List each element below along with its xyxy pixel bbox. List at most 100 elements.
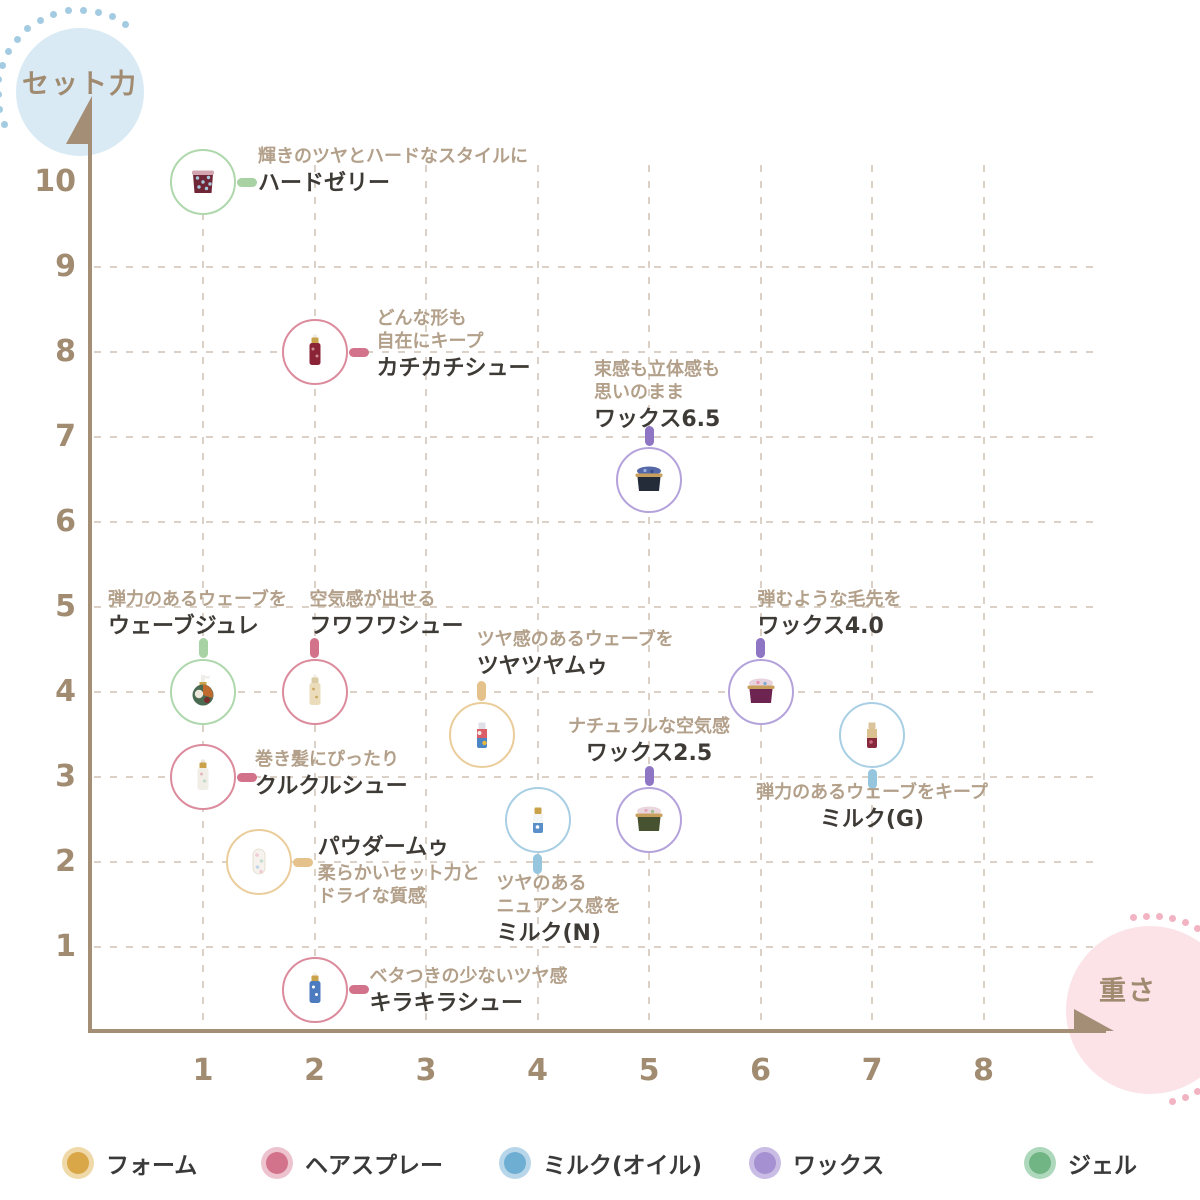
product-marker-circle[interactable] [225,829,292,895]
label-connector [756,638,765,658]
spray-icon [309,334,320,365]
label-connector [348,985,369,994]
product-description: 巻き髪にぴったり [255,749,399,770]
gridline-horizontal [94,691,1100,693]
x-axis-tick-label: 1 [192,1053,214,1088]
product-description: 自在にキープ [376,331,484,352]
y-axis-tick-label: 3 [55,759,76,794]
legend-marker-core [754,1152,776,1174]
deco-dot-blue [24,25,32,33]
product-description: ツヤのある [496,872,587,894]
product-name: ワックス6.5 [594,406,721,432]
deco-dot-blue [13,35,21,43]
product-description: 柔らかいセット力と [317,863,480,884]
deco-dot-blue [1,120,9,128]
product-marker-circle[interactable] [839,701,905,768]
product-description: どんな形も [376,308,467,329]
legend-item-label: ミルク(オイル) [543,1153,703,1179]
product-description: ドライな質感 [317,886,426,907]
y-axis-label: セット力 [22,68,138,100]
deco-dot-blue [36,16,44,24]
gridline-vertical [871,165,873,1029]
product-marker-circle[interactable] [281,956,348,1023]
product-description: 弾力のあるウェーブをキープ [756,781,988,803]
label-connector [533,853,542,874]
x-axis-label: 重さ [1099,975,1157,1007]
product-marker-circle[interactable] [616,786,682,853]
product-marker-circle[interactable] [281,319,348,385]
y-axis-tick-label: 9 [55,249,76,284]
legend-marker-core [504,1152,526,1174]
product-name: パウダームゥ [317,835,450,860]
label-connector [198,638,208,658]
deco-dot-pink [1181,919,1189,927]
gridline-vertical [425,165,427,1029]
product-marker-circle[interactable] [281,659,348,725]
deco-dot-pink [1169,1097,1177,1105]
product-label: ナチュラルな空気感 ワックス2.5 [568,715,730,768]
product-label: どんな形も 自在にキープ カチカチシュー [377,307,531,383]
legend-item-label: ヘアスプレー [305,1153,443,1179]
product-label: 束感も立体感も 思いのまま ワックス6.5 [594,358,720,434]
label-connector [644,425,654,446]
legend-marker-core [67,1152,89,1174]
x-axis-tick-label: 6 [750,1053,771,1088]
legend-marker [1024,1147,1056,1179]
product-name: ミルク(G) [819,806,925,832]
legend-item: フォーム [62,1147,197,1179]
product-marker-circle[interactable] [616,446,682,513]
x-axis-arrow-icon [1074,1009,1114,1031]
product-marker-circle[interactable] [170,744,236,810]
product-name: クルクルシュー [255,774,408,799]
deco-dot-pink [1156,913,1164,920]
x-axis-tick-label: 7 [861,1053,883,1088]
product-marker-circle[interactable] [170,149,236,215]
legend-item: ワックス [749,1147,884,1179]
product-label: ベタつきの少ないツヤ感 キラキラシュー [370,965,568,1018]
deco-dot-blue [122,20,130,28]
gridline-vertical [982,165,985,1029]
deco-dot-pink [1181,1093,1189,1101]
gridline-vertical [759,165,762,1029]
product-name: ハードゼリー [258,171,391,196]
product-description: 束感も立体感も [594,358,720,380]
legend-item: ジェル [1024,1147,1137,1179]
deco-dot-pink [1193,925,1200,933]
legend-item: ミルク(オイル) [499,1147,702,1179]
legend-item-label: フォーム [106,1153,198,1179]
gridline-horizontal [94,606,1100,608]
deco-dot-pink [1143,912,1151,920]
product-description: ナチュラルな空気感 [568,715,730,737]
deco-dot-pink [1193,1087,1200,1095]
gridline-horizontal [94,521,1100,523]
legend-marker [261,1147,293,1179]
product-label: ツヤ感のあるウェーブを ツヤツヤムゥ [477,628,674,681]
deco-dot-blue [50,10,58,18]
gridline-vertical [536,165,539,1029]
legend-item: ヘアスプレー [261,1147,443,1179]
powder-icon [252,848,266,875]
gridline-horizontal [94,946,1100,948]
product-marker-circle[interactable] [170,659,236,725]
deco-dot-blue [0,91,2,99]
deco-dot-blue [5,48,13,56]
y-axis-arrow-icon [66,96,92,144]
product-marker-circle[interactable] [504,786,571,853]
gridline-vertical [648,165,650,1029]
product-marker-circle[interactable] [448,701,515,768]
y-axis-tick-label: 6 [55,504,76,539]
product-description: ツヤ感のあるウェーブを [476,628,674,650]
product-label: 弾むような毛先を ワックス4.0 [758,588,902,641]
bottle-icon [532,807,543,833]
legend-item-label: ジェル [1068,1153,1137,1179]
y-axis-tick-label: 2 [55,844,76,879]
product-marker-circle[interactable] [727,659,794,725]
label-connector [237,772,257,782]
y-axis-tick-label: 8 [55,334,76,369]
pump-icon [192,675,214,706]
label-connector [348,347,369,357]
product-name: ミルク(N) [496,920,602,946]
deco-dot-blue [94,8,102,16]
product-label: 弾力のあるウェーブを ウェーブジュレ [108,588,287,641]
bottle-icon [867,722,877,748]
